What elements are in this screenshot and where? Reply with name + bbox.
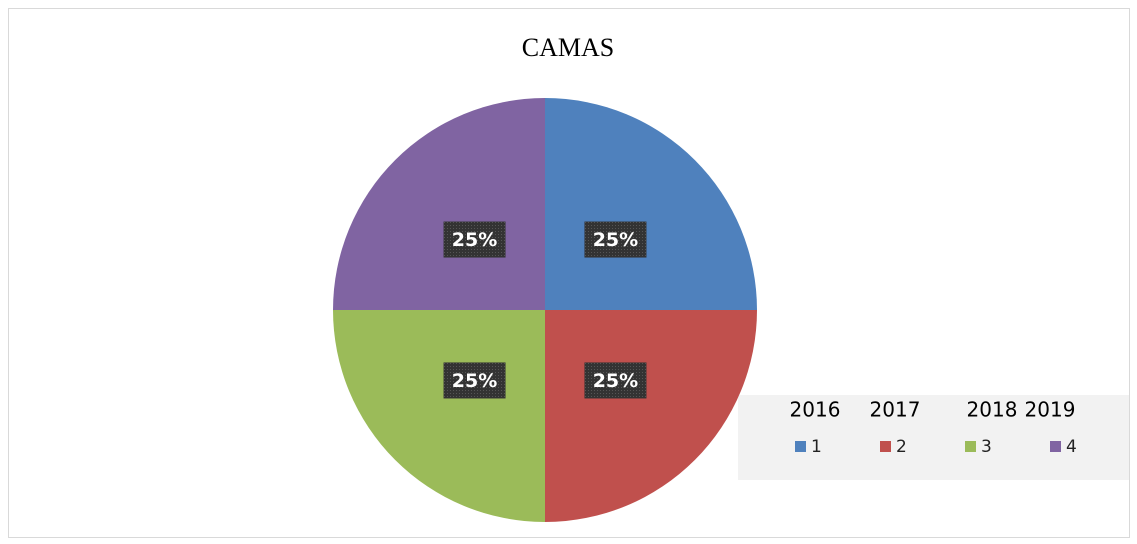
legend-box bbox=[738, 395, 1129, 480]
data-label-box bbox=[443, 221, 506, 258]
legend-label: 4 bbox=[1066, 437, 1077, 457]
data-label-box bbox=[584, 221, 647, 258]
legend-swatch bbox=[880, 441, 891, 452]
data-label-box bbox=[443, 362, 506, 399]
data-label: 25% bbox=[593, 229, 638, 251]
legend-swatch bbox=[1050, 441, 1061, 452]
legend-swatch bbox=[795, 441, 806, 452]
data-label: 25% bbox=[593, 370, 638, 392]
legend-label: 1 bbox=[811, 437, 822, 457]
legend-label: 2 bbox=[896, 437, 907, 457]
legend-header: 2017 bbox=[870, 398, 921, 422]
data-label-box bbox=[584, 362, 647, 399]
legend-label: 3 bbox=[981, 437, 992, 457]
chart-title: CAMAS bbox=[522, 33, 614, 62]
legend-header: 2016 bbox=[790, 398, 841, 422]
legend-header: 2019 bbox=[1025, 398, 1076, 422]
legend-header: 2018 bbox=[967, 398, 1018, 422]
data-label: 25% bbox=[452, 229, 497, 251]
legend-swatch bbox=[965, 441, 976, 452]
data-label: 25% bbox=[452, 370, 497, 392]
